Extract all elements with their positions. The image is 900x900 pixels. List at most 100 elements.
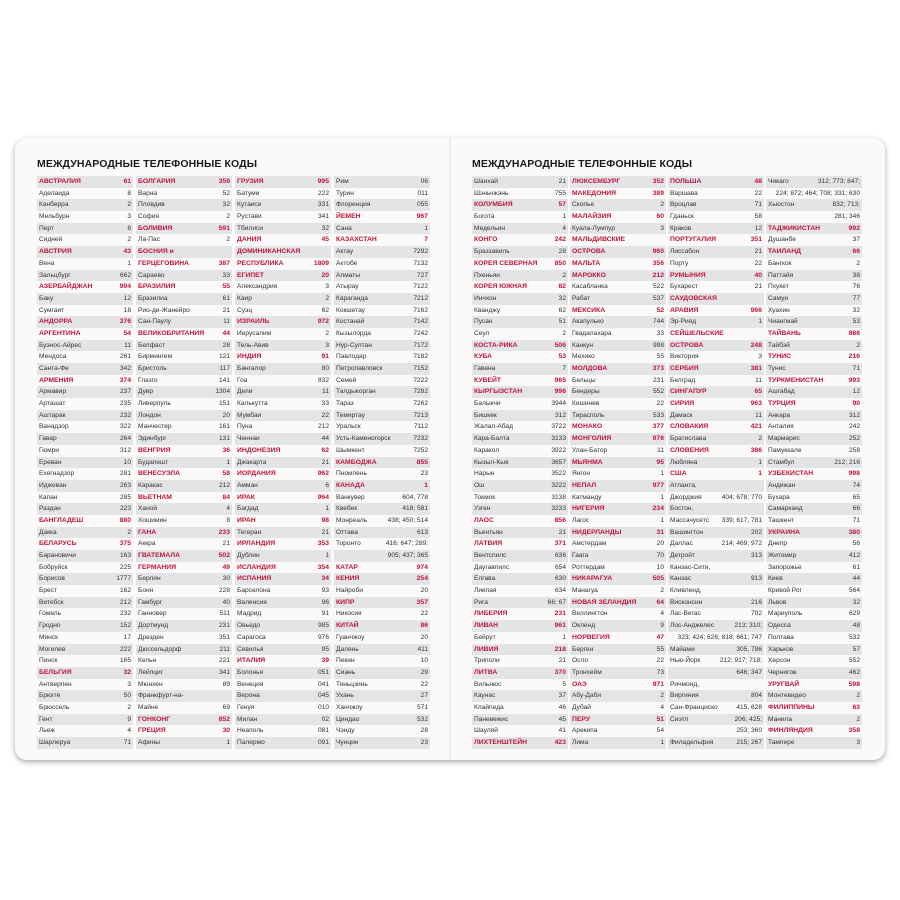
country-name: ИОРДАНИЯ [237,470,276,478]
city-row: Пинск 165 [37,655,133,667]
country-name: ВЬЕТНАМ [138,493,172,501]
country-row: КАТАР 974 [334,562,430,574]
city-row: Мюнхен 89 [136,679,232,691]
country-row: КИПР 357 [334,596,430,609]
city-name: Гавана [474,365,496,372]
codes-column: Чикаго 312; 773; 847; 224; 872; 464; 708; … [766,176,862,749]
dial-code: 261 [119,353,131,361]
city-name: Веллингтон [572,610,608,618]
dial-code: 976 [652,435,664,443]
country-row: АРАВИЯ 966 [668,305,764,317]
city-name: Херсон [768,657,791,665]
country-name: НЕПАЛ [572,481,597,489]
city-name: Гуанчжоу [336,633,365,641]
dial-code: 98 [321,516,329,524]
country-name: ТАЙВАНЬ [768,329,801,337]
country-row: БОСНИЯ и [136,246,232,258]
dial-code: 2 [562,271,566,279]
city-row: Пхеньян 2 [472,269,568,282]
city-name: Эдинбург [138,435,167,443]
city-name: Чернигов [768,668,797,676]
dial-code: 30 [222,575,230,583]
country-name: ГЕРМАНИЯ [138,563,177,571]
dial-code: 11 [755,376,762,384]
city-row: Нью-Йорк 212; 917; 718; [668,655,764,667]
city-row: Дублин 1 [235,550,331,562]
dial-code: 71 [123,739,131,746]
city-row: Найроби 20 [334,585,430,597]
city-name: Барселона [237,587,271,595]
dial-code: 5 [562,680,566,688]
country-row: ГВАТЕМАЛА 502 [136,550,232,562]
dial-code: 423 [554,739,566,746]
dial-code: 242 [848,423,860,431]
city-name: Далянь [336,645,359,653]
country-row: РЕСПУБЛИКА 1809 [235,258,331,270]
country-row: ТАДЖИКИСТАН 992 [766,222,862,235]
dial-code: 522 [652,283,664,291]
city-row: Бангалор 80 [235,363,331,375]
country-name: ПОЛЬША [670,178,702,185]
country-name: ЛЮКСЕМБУРГ [572,178,621,185]
country-name: МАЛЬДИВСКИЕ [572,236,626,244]
city-row: Глазго 141 [136,375,232,387]
city-row: Уральск 7112 [334,421,430,433]
city-name: Кванджу [474,306,501,314]
city-name: Шауляй [474,727,498,735]
city-row: Окленд 9 [570,620,666,632]
dial-code: 662 [119,271,131,279]
dial-code: 252 [848,435,860,443]
country-row: СИРИЯ 963 [668,398,764,410]
country-row: НЕПАЛ 977 [570,479,666,492]
dial-code: 32 [222,201,230,209]
city-name: Дамаск [670,411,693,419]
city-row: Анкара 312 [766,409,862,422]
city-name: Дакка [39,528,57,536]
city-name: Генуя [237,703,255,711]
city-name: Сеул [474,329,490,337]
dial-code: 281; 346 [834,213,860,221]
city-name: Бухара [768,493,790,501]
city-name: Тяньцзинь [336,680,368,688]
dial-code: 23 [420,739,428,746]
dial-code: 654 [554,563,566,571]
city-name: Сидней [39,236,63,244]
dial-code: 312 [554,411,566,419]
city-row: Майне 69 [136,702,232,714]
city-name: Узген [474,505,491,513]
city-row: Самуи 77 [766,292,862,305]
dial-code: 222 [317,189,329,197]
city-row: Капан 285 [37,492,133,504]
dial-code: 51 [656,715,664,723]
dial-code: 12 [754,224,762,232]
city-name: Львов [768,598,787,606]
country-name: ИРЛАНДИЯ [237,540,276,548]
city-row: Севилья 95 [235,643,331,656]
city-row: Будапешт 1 [136,456,232,469]
city-row: Даллас 214; 469; 972 [668,538,764,550]
country-row: СЕЙШЕЛЬСКИЕ [668,328,764,340]
dial-code: 630 [554,575,566,583]
city-name: Брест [39,587,57,595]
dial-code: 141 [218,376,230,384]
dial-code: 832 [317,376,329,384]
country-name: ВЕЛИКОБРИТАНИЯ [138,329,205,337]
city-name: Чиангмай [768,318,798,326]
country-row: БЕЛЬГИЯ 32 [37,666,133,679]
dial-code: 7232 [413,435,428,443]
city-name: Днепр [768,540,788,548]
dial-code: 22 [754,189,762,197]
dial-code: 7172 [413,341,428,349]
city-name: Триполи [474,657,500,665]
city-name: Торонто [336,540,361,548]
city-row: Жалал-Абад 3722 [472,421,568,433]
country-row: КЫРГЫЗСТАН 996 [472,386,568,399]
city-name: Кривой Рог [768,587,802,595]
dial-code: 62 [558,306,566,314]
city-row: Хьюстон 832; 713; [766,199,862,212]
city-row: Ашгабад 12 [766,386,862,399]
country-name: НИГЕРИЯ [572,505,605,513]
dial-code: 353 [317,540,329,548]
dial-code: 7282 [413,388,428,396]
city-name: София [138,213,160,221]
